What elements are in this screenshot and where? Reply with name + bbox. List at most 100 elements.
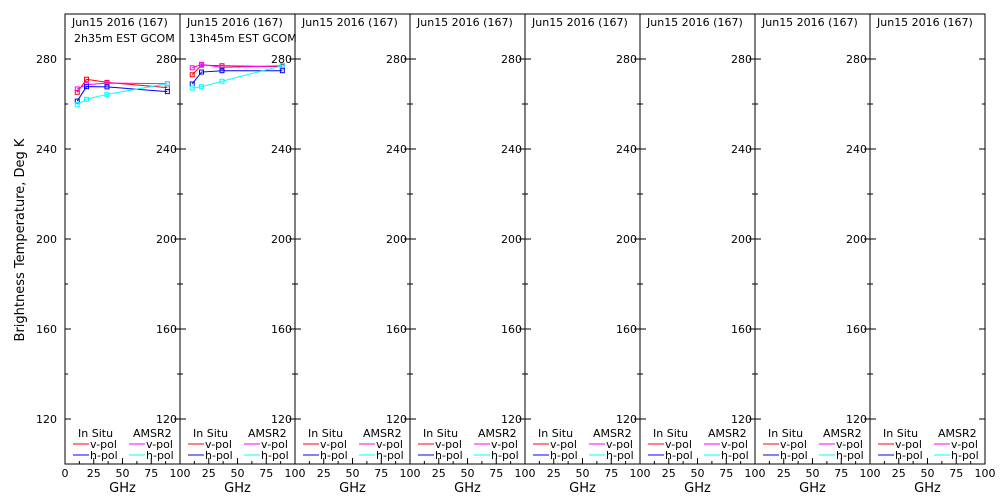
panel-title: Jun15 2016 (167): [531, 16, 628, 29]
data-point-amsr2_h: [104, 91, 110, 97]
legend-insitu-label: v-pol: [435, 438, 462, 451]
x-tick-label: 75: [834, 467, 848, 480]
y-tick-label: 280: [271, 53, 292, 66]
panel-title: Jun15 2016 (167): [761, 16, 858, 29]
x-tick-label: 100: [400, 467, 421, 480]
y-tick-label: 120: [846, 413, 867, 426]
series-line-insitu_v: [76, 78, 168, 93]
legend-insitu-label: v-pol: [550, 438, 577, 451]
series-line-amsr2_h: [76, 83, 168, 106]
x-axis-label: GHz: [339, 481, 366, 496]
legend-insitu-label: v-pol: [665, 438, 692, 451]
x-tick-label: 100: [170, 467, 191, 480]
legend-insitu-label: v-pol: [205, 438, 232, 451]
legend-insitu-label: h-pol: [435, 449, 463, 462]
legend-amsr2-label: v-pol: [721, 438, 748, 451]
x-axis-label: GHz: [569, 481, 596, 496]
legend-amsr2-heading: AMSR2: [938, 427, 977, 440]
y-tick-label: 280: [501, 53, 522, 66]
legend-insitu-heading: In Situ: [883, 427, 918, 440]
legend-amsr2-heading: AMSR2: [133, 427, 172, 440]
x-tick-label: 50: [576, 467, 590, 480]
data-point-amsr2_h: [189, 85, 195, 91]
series-line-amsr2_v: [77, 82, 168, 90]
legend-insitu-heading: In Situ: [78, 427, 113, 440]
legend-amsr2-label: v-pol: [951, 438, 978, 451]
x-tick-label: 50: [231, 467, 245, 480]
legend-amsr2-label: v-pol: [491, 438, 518, 451]
data-point-amsr2_h: [84, 96, 90, 102]
data-point-insitu_h: [164, 89, 170, 95]
data-point-insitu_v: [74, 89, 80, 95]
y-tick-label: 160: [386, 323, 407, 336]
y-tick-label: 240: [36, 143, 57, 156]
y-tick-label: 240: [846, 143, 867, 156]
x-axis-label: GHz: [799, 481, 826, 496]
x-axis-label: GHz: [454, 481, 481, 496]
panel-title: Jun15 2016 (167): [416, 16, 513, 29]
y-tick-label: 160: [156, 323, 177, 336]
y-tick-label: 280: [156, 53, 177, 66]
legend-amsr2-heading: AMSR2: [248, 427, 287, 440]
y-tick-label: 200: [36, 233, 57, 246]
x-tick-label: 75: [489, 467, 503, 480]
x-tick-label: 25: [317, 467, 331, 480]
y-tick-label: 160: [501, 323, 522, 336]
y-tick-label: 120: [386, 413, 407, 426]
x-tick-label: 50: [116, 467, 130, 480]
x-tick-label: 0: [62, 467, 69, 480]
legend-insitu-heading: In Situ: [768, 427, 803, 440]
legend-insitu-heading: In Situ: [193, 427, 228, 440]
legend-amsr2-heading: AMSR2: [363, 427, 402, 440]
y-tick-label: 240: [501, 143, 522, 156]
legend-insitu-label: h-pol: [895, 449, 923, 462]
x-tick-label: 25: [777, 467, 791, 480]
series-line-amsr2_h: [192, 65, 283, 89]
x-axis-label: GHz: [109, 481, 136, 496]
legend-amsr2-heading: AMSR2: [708, 427, 747, 440]
y-tick-label: 120: [156, 413, 177, 426]
legend-amsr2-heading: AMSR2: [478, 427, 517, 440]
legend-insitu-label: h-pol: [205, 449, 233, 462]
y-tick-label: 280: [731, 53, 752, 66]
legend-amsr2-label: h-pol: [606, 449, 634, 462]
legend-amsr2-heading: AMSR2: [823, 427, 862, 440]
legend-insitu-label: h-pol: [90, 449, 118, 462]
legend-insitu-label: h-pol: [320, 449, 348, 462]
y-tick-label: 120: [36, 413, 57, 426]
x-tick-label: 25: [87, 467, 101, 480]
x-tick-label: 75: [949, 467, 963, 480]
legend-amsr2-label: h-pol: [836, 449, 864, 462]
y-tick-label: 160: [846, 323, 867, 336]
x-tick-label: 25: [892, 467, 906, 480]
x-axis-label: GHz: [914, 481, 941, 496]
panel-subtitle: 13h45m EST GCOM: [189, 32, 297, 45]
data-point-amsr2_v: [189, 65, 195, 71]
x-tick-label: 50: [691, 467, 705, 480]
x-tick-label: 25: [547, 467, 561, 480]
legend-amsr2-label: h-pol: [261, 449, 289, 462]
data-point-insitu_v: [84, 76, 90, 82]
legend-insitu-heading: In Situ: [653, 427, 688, 440]
x-tick-label: 25: [202, 467, 216, 480]
legend-insitu-label: h-pol: [665, 449, 693, 462]
x-tick-label: 50: [461, 467, 475, 480]
y-tick-label: 160: [731, 323, 752, 336]
legend-amsr2-label: h-pol: [491, 449, 519, 462]
legend-insitu-label: v-pol: [895, 438, 922, 451]
legend-insitu-heading: In Situ: [423, 427, 458, 440]
y-tick-label: 240: [616, 143, 637, 156]
x-tick-label: 75: [259, 467, 273, 480]
series-line-insitu_h: [76, 86, 168, 102]
x-axis-label: GHz: [224, 481, 251, 496]
data-point-insitu_h: [219, 68, 225, 74]
data-point-amsr2_v: [74, 86, 80, 92]
y-tick-label: 240: [271, 143, 292, 156]
data-point-amsr2_h: [164, 81, 170, 87]
y-tick-label: 120: [616, 413, 637, 426]
panel-frame: [869, 13, 986, 465]
panel-title: Jun15 2016 (167): [301, 16, 398, 29]
data-point-insitu_h: [84, 84, 90, 90]
x-tick-label: 25: [432, 467, 446, 480]
